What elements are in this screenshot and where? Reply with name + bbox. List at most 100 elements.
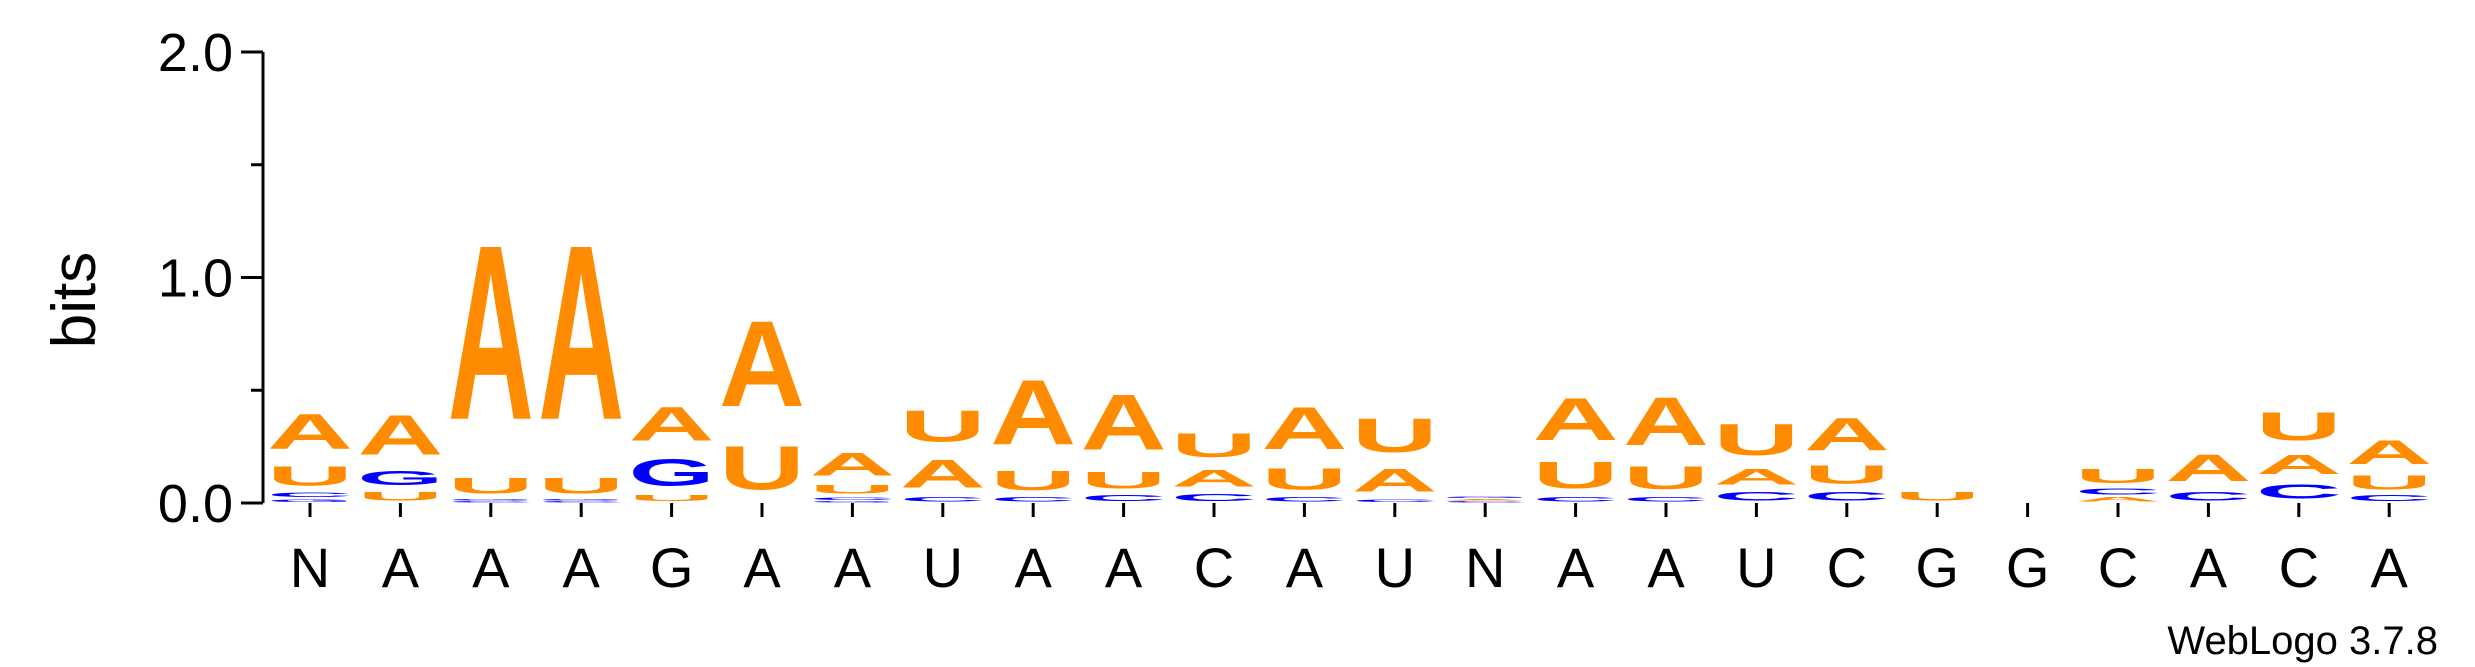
logo-letter-u: U — [1352, 409, 1438, 463]
logo-letter-a: A — [2346, 433, 2432, 471]
x-category-label: A — [382, 536, 420, 599]
logo-letter-c: C — [1442, 501, 1528, 503]
logo-letter-c: C — [538, 501, 624, 503]
logo-letter-u: U — [2075, 465, 2161, 487]
logo-letter-g: G — [809, 501, 895, 503]
logo-letter-a: A — [1171, 465, 1257, 492]
logo-letter-u: U — [1894, 489, 1980, 503]
logo-letter-u: U — [267, 460, 353, 491]
logo-letter-a: A — [719, 294, 805, 432]
logo-letter-u: U — [538, 474, 624, 499]
logo-letter-a: A — [990, 360, 1076, 464]
x-category-label: C — [1827, 536, 1867, 599]
x-category-label: U — [1736, 536, 1776, 599]
x-category-label: C — [2098, 536, 2138, 599]
logo-letter-a: A — [2165, 446, 2251, 489]
logo-letter-a: A — [2256, 449, 2342, 480]
logo-stacks: GCUAUGACGUACGUAUGAUAGCUACAUCUACUACAUCUAC… — [267, 194, 2432, 503]
logo-letter-a: A — [900, 451, 986, 496]
weblogo-credit: WebLogo 3.7.8 — [2167, 619, 2438, 663]
logo-letter-u: U — [448, 474, 534, 499]
x-category-label: C — [1194, 536, 1234, 599]
x-category-label: A — [472, 536, 510, 599]
x-category-label: G — [2006, 536, 2050, 599]
y-tick-label: 1.0 — [158, 249, 233, 309]
logo-letter-a: A — [629, 397, 715, 451]
logo-letter-a: A — [448, 194, 534, 472]
logo-letter-u: U — [2256, 404, 2342, 449]
logo-letter-c: C — [267, 492, 353, 499]
x-category-label: G — [650, 536, 694, 599]
logo-letter-g: G — [267, 498, 353, 503]
x-category-label: U — [923, 536, 963, 599]
x-category-label: A — [1105, 536, 1143, 599]
logo-letter-c: C — [1713, 489, 1799, 503]
logo-letter-u: U — [719, 433, 805, 503]
logo-letter-c: C — [2346, 494, 2432, 503]
x-category-label: A — [743, 536, 781, 599]
logo-letter-u: U — [1171, 426, 1257, 464]
logo-letter-g: G — [629, 451, 715, 494]
y-tick-label: 0.0 — [158, 474, 233, 534]
x-category-label: U — [1375, 536, 1415, 599]
y-tick-label: 2.0 — [158, 23, 233, 83]
logo-letter-a: A — [1713, 465, 1799, 490]
logo-letter-u: U — [1533, 453, 1619, 496]
logo-letter-a: A — [267, 404, 353, 460]
logo-letter-a: A — [1442, 498, 1528, 500]
logo-letter-u: U — [357, 489, 443, 503]
logo-letter-g: G — [538, 498, 624, 500]
x-category-label: C — [2279, 536, 2319, 599]
x-category-label: N — [290, 536, 330, 599]
logo-letter-u: U — [1623, 460, 1709, 496]
logo-letter-a: A — [1804, 408, 1890, 460]
logo-letter-a: A — [1623, 383, 1709, 460]
logo-letter-c: C — [809, 496, 895, 500]
x-category-label: A — [1286, 536, 1324, 599]
logo-letter-c: C — [1171, 492, 1257, 503]
logo-letter-a: A — [1081, 380, 1167, 467]
logo-letter-c: C — [1533, 496, 1619, 503]
logo-letter-u: U — [629, 494, 715, 503]
logo-letter-c: C — [1352, 498, 1438, 502]
logo-letter-u: U — [990, 465, 1076, 496]
x-category-label: A — [2371, 536, 2409, 599]
logo-letter-c: C — [990, 496, 1076, 503]
logo-letter-c: C — [900, 496, 986, 503]
logo-letter-a: A — [1261, 395, 1347, 462]
logo-letter-g: G — [1442, 496, 1528, 498]
x-category-label: N — [1465, 536, 1505, 599]
logo-letter-u: U — [1804, 460, 1890, 489]
logo-letter-g: G — [357, 467, 443, 490]
x-category-label: A — [1647, 536, 1685, 599]
logo-letter-c: C — [1261, 496, 1347, 503]
logo-letter-u: U — [2346, 472, 2432, 494]
logo-letter-u: U — [1713, 415, 1799, 464]
logo-letter-c: C — [448, 501, 534, 503]
x-category-label: A — [834, 536, 872, 599]
logo-letter-a: A — [2075, 496, 2161, 503]
logo-letter-c: C — [1081, 494, 1167, 503]
logo-letter-c: C — [2256, 481, 2342, 503]
logo-letter-a: A — [1352, 463, 1438, 499]
logo-letter-u: U — [1081, 467, 1167, 494]
x-category-label: A — [1557, 536, 1595, 599]
x-category-label: G — [1915, 536, 1959, 599]
logo-letter-u: U — [900, 402, 986, 451]
logo-letter-a: A — [538, 194, 624, 472]
logo-letter-g: G — [448, 498, 534, 500]
x-category-label: A — [563, 536, 601, 599]
logo-letter-a: A — [357, 404, 443, 467]
logo-letter-c: C — [1804, 489, 1890, 503]
y-axis-label: bits — [40, 252, 109, 348]
logo-letter-u: U — [809, 483, 895, 497]
logo-letter-c: C — [2165, 489, 2251, 503]
logo-letter-c: C — [1623, 496, 1709, 503]
x-category-label: A — [1015, 536, 1053, 599]
logo-letter-a: A — [1533, 386, 1619, 453]
x-category-label: A — [2190, 536, 2228, 599]
logo-letter-u: U — [1261, 462, 1347, 496]
logo-letter-a: A — [809, 447, 895, 483]
